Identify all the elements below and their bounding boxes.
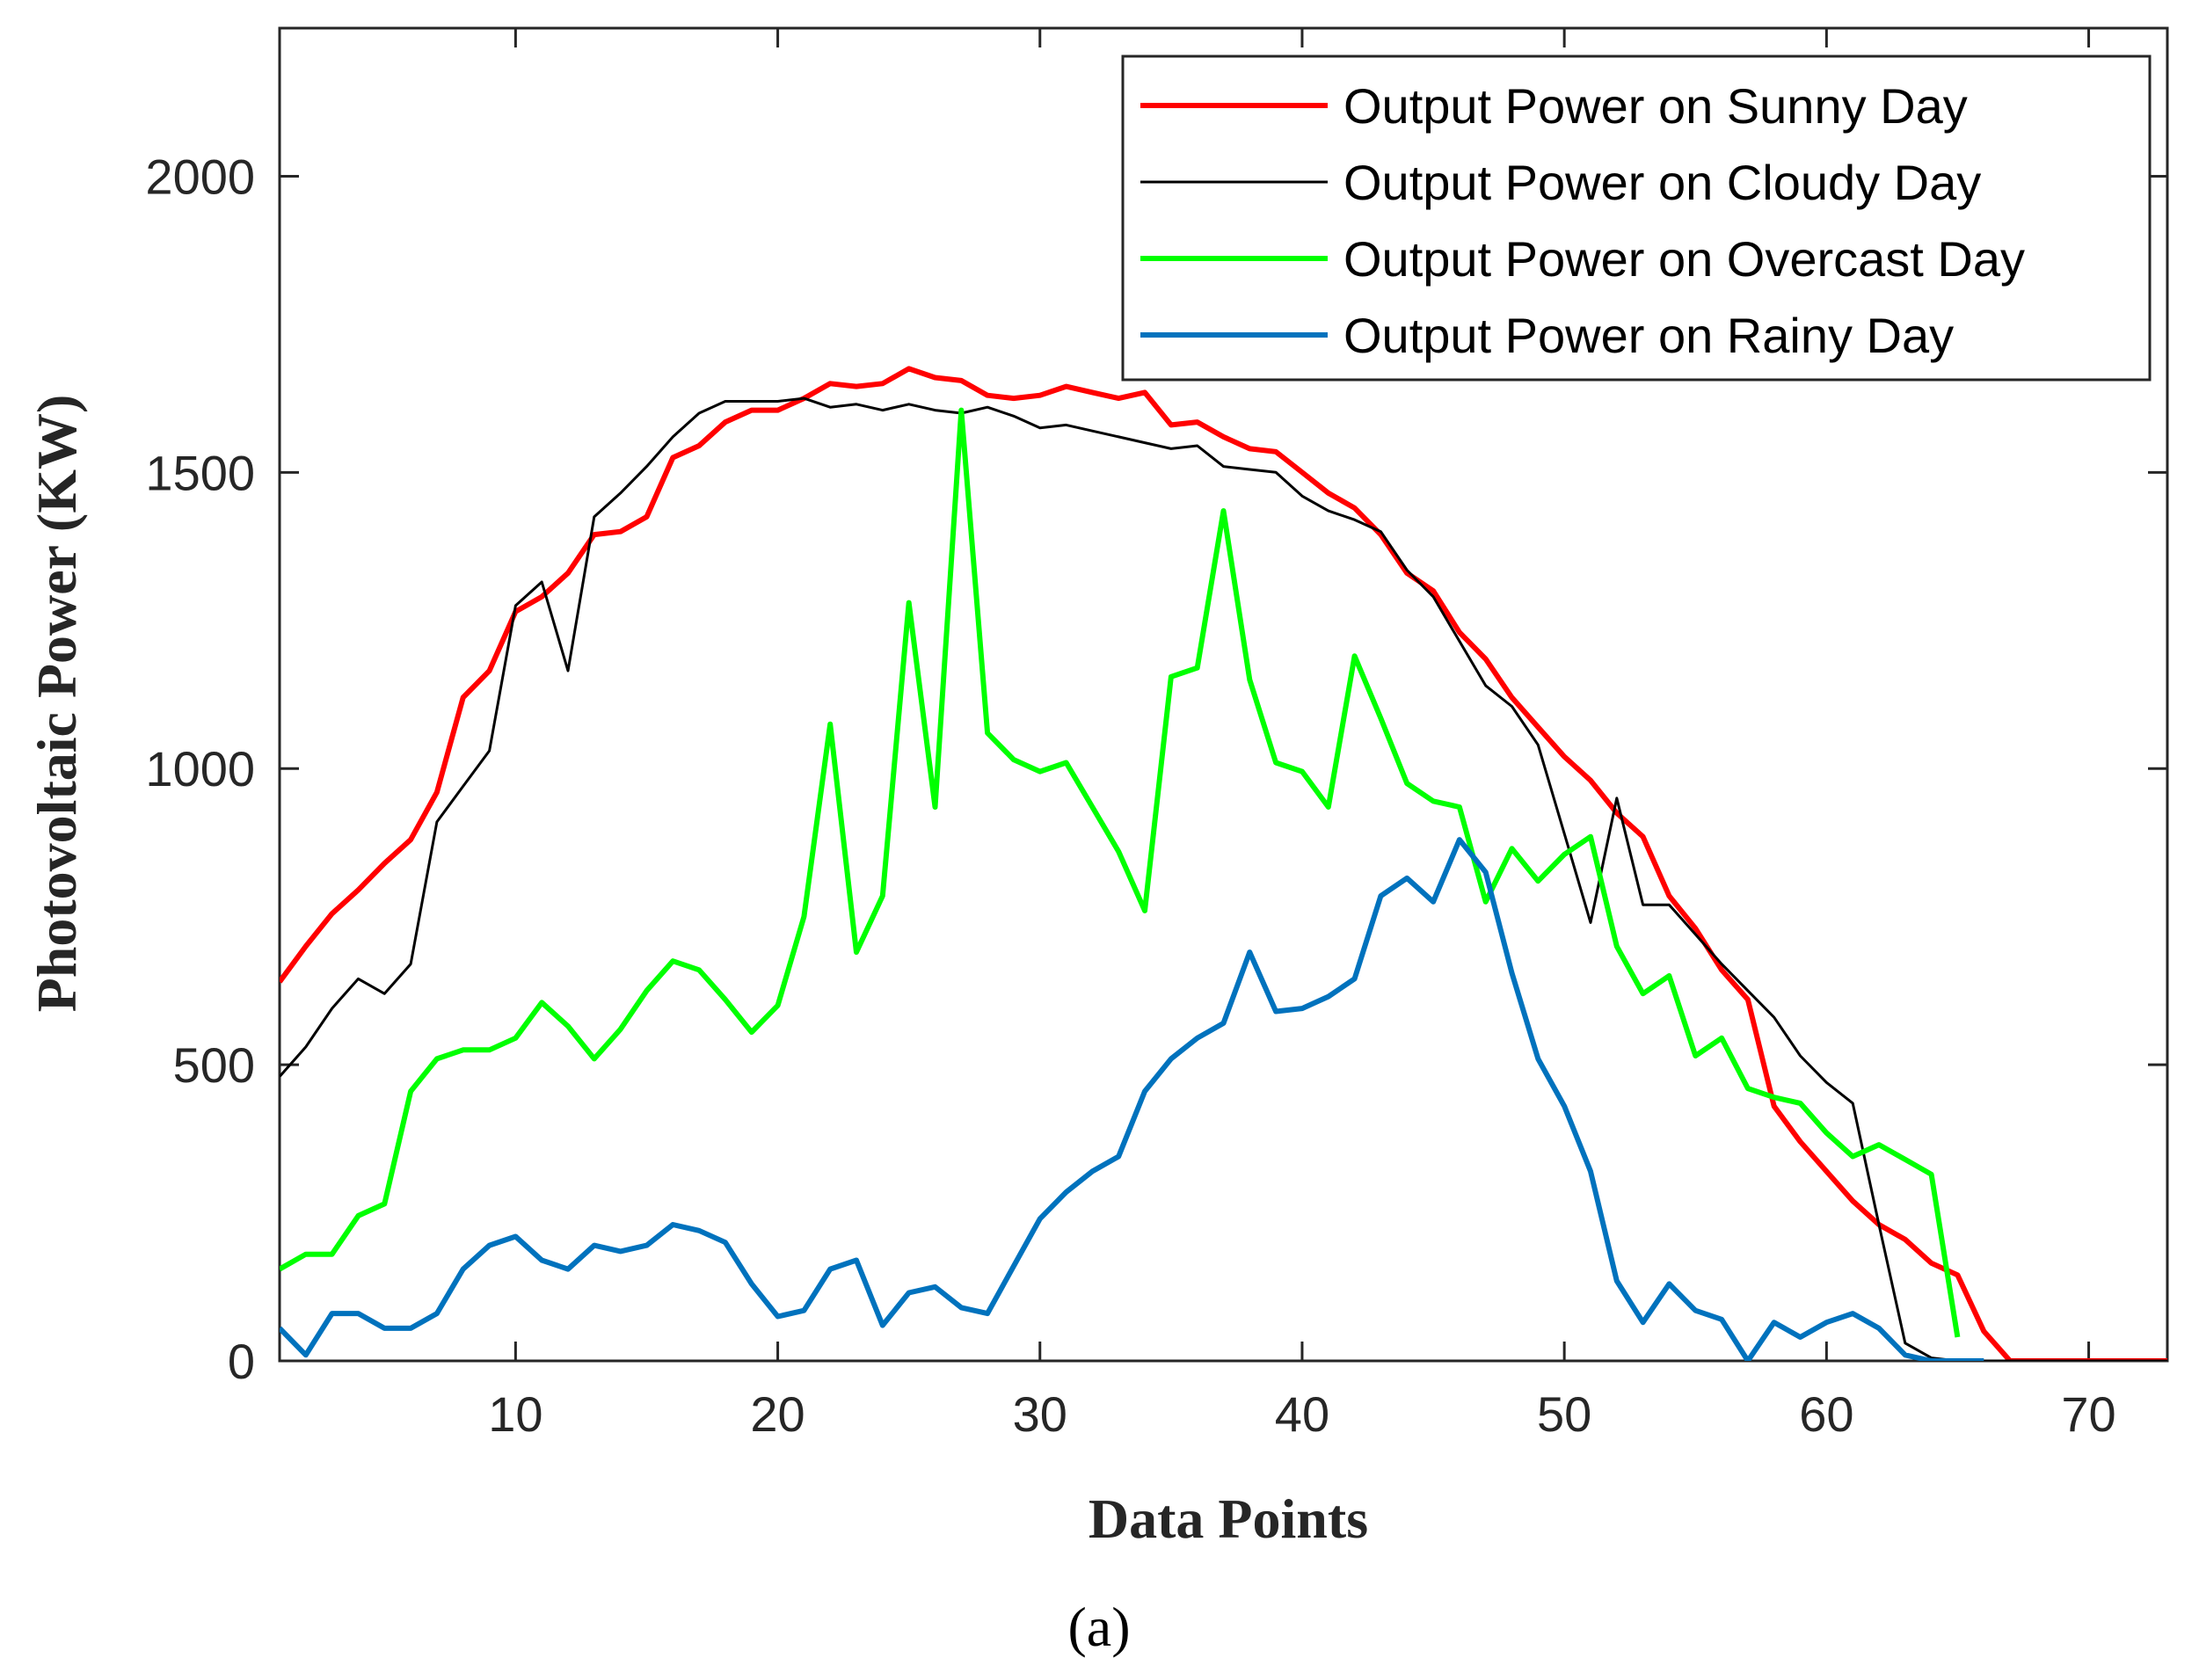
series-line-rainy	[280, 837, 1984, 1361]
y-tick-label: 500	[173, 1037, 255, 1093]
legend-entry-sunny: Output Power on Sunny Day	[1140, 78, 1968, 134]
x-axis-title: Data Points	[1089, 1487, 1368, 1550]
plot-frame	[278, 26, 2169, 1363]
series-line-cloudy	[280, 396, 2167, 1361]
y-axis-title: Photovoltaic Power (KW)	[25, 395, 88, 1013]
series-line-sunny	[280, 366, 2167, 1361]
legend-label-rainy: Output Power on Rainy Day	[1343, 308, 1954, 363]
y-tick-label: 2000	[145, 149, 255, 204]
figure-caption: (a)	[1067, 1596, 1130, 1658]
x-tick-label: 30	[1013, 1386, 1067, 1442]
x-tick-label: 20	[750, 1386, 805, 1442]
legend-entry-overcast: Output Power on Overcast Day	[1140, 231, 2025, 287]
axis-ticks	[280, 28, 2167, 1363]
series-lines	[280, 366, 2167, 1361]
legend-label-cloudy: Output Power on Cloudy Day	[1343, 155, 1981, 210]
y-tick-label: 0	[228, 1334, 255, 1389]
legend-label-overcast: Output Power on Overcast Day	[1343, 231, 2025, 287]
x-tick-label: 70	[2061, 1386, 2115, 1442]
legend-entry-rainy: Output Power on Rainy Day	[1140, 308, 1954, 363]
axis-tick-labels: 10 20 30 40 50 60 70 0 500 1000 1500 2000	[145, 149, 2115, 1442]
x-tick-label: 40	[1275, 1386, 1329, 1442]
y-tick-label: 1000	[145, 741, 255, 796]
legend-box	[1121, 55, 2152, 382]
legend: Output Power on Sunny Day Output Power o…	[1121, 55, 2152, 382]
series-line-overcast	[280, 407, 1961, 1338]
legend-label-sunny: Output Power on Sunny Day	[1343, 78, 1968, 134]
y-tick-label: 1500	[145, 445, 255, 500]
x-tick-label: 60	[1799, 1386, 1853, 1442]
x-tick-label: 10	[488, 1386, 542, 1442]
x-tick-label: 50	[1537, 1386, 1591, 1442]
legend-entry-cloudy: Output Power on Cloudy Day	[1140, 155, 1981, 210]
